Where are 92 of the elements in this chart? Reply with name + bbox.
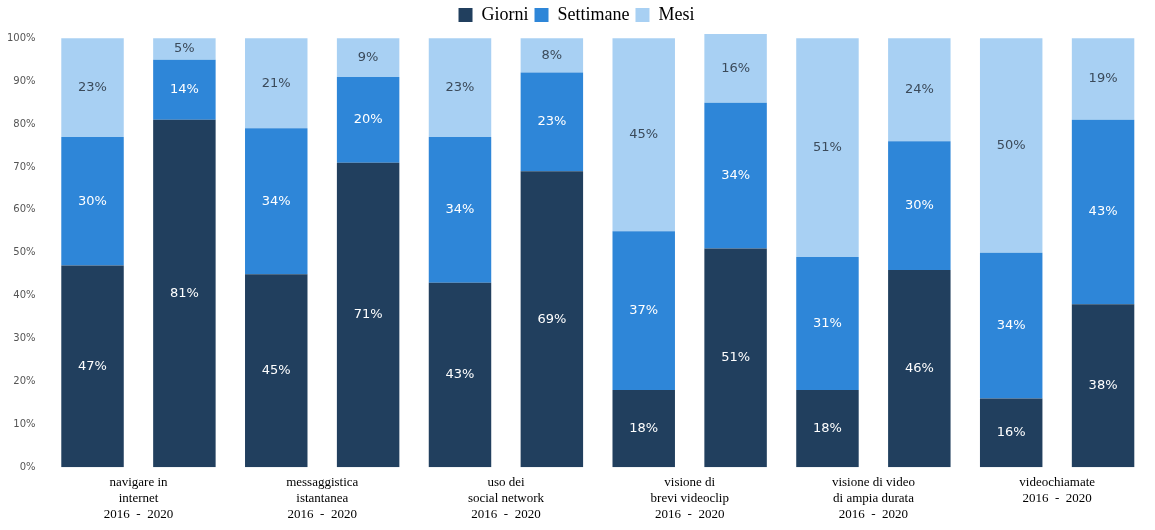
- data-label: 16%: [721, 59, 751, 75]
- bar: [979, 398, 1043, 468]
- bar: [245, 274, 308, 468]
- bar: [336, 76, 400, 163]
- data-label: 46%: [904, 359, 934, 375]
- data-label: 23%: [537, 113, 567, 129]
- data-label: 14%: [169, 81, 199, 97]
- data-label: 47%: [78, 357, 107, 373]
- data-label: 34%: [261, 192, 291, 208]
- data-label: 43%: [445, 366, 475, 382]
- data-label: 19%: [1088, 70, 1118, 86]
- data-label: 16%: [996, 424, 1026, 440]
- bar: [61, 38, 124, 137]
- y-tick-label: 40%: [13, 289, 36, 301]
- data-label: 69%: [537, 310, 567, 326]
- bar: [1071, 38, 1135, 120]
- bar: [520, 171, 584, 468]
- data-label: 20%: [353, 111, 383, 127]
- bar: [1071, 304, 1135, 468]
- data-label: 37%: [629, 302, 659, 318]
- bar: [979, 38, 1043, 253]
- data-label: 43%: [1088, 203, 1118, 219]
- y-tick-label: 20%: [13, 375, 36, 387]
- data-label: 21%: [261, 74, 291, 90]
- data-label: 51%: [721, 349, 751, 365]
- legend-label: Giorni: [481, 3, 529, 24]
- data-label: 8%: [541, 46, 563, 62]
- bar: [612, 231, 675, 390]
- x-tick-label: visione di brevi videoclip 2016 - 2020: [650, 474, 729, 521]
- bar: [612, 390, 675, 468]
- data-label: 9%: [357, 48, 379, 64]
- bar: [520, 38, 584, 73]
- y-tick-label: 90%: [13, 74, 36, 86]
- y-tick-label: 0%: [19, 460, 36, 472]
- bar: [888, 141, 951, 270]
- bar: [153, 59, 216, 120]
- bar: [1071, 119, 1135, 305]
- y-tick-label: 30%: [13, 332, 36, 344]
- data-label: 18%: [629, 419, 659, 435]
- data-label: 23%: [445, 78, 475, 94]
- y-tick-label: 100%: [7, 31, 36, 43]
- data-label: 5%: [174, 40, 195, 56]
- data-label: 81%: [169, 284, 199, 300]
- bar: [153, 119, 216, 468]
- data-label: 18%: [813, 419, 842, 435]
- data-label: 23%: [78, 78, 107, 94]
- data-label: 34%: [996, 317, 1026, 333]
- x-tick-label: navigare in internet 2016 - 2020: [103, 474, 174, 521]
- bar: [61, 265, 124, 468]
- legend-label: Settimane: [557, 3, 630, 24]
- x-tick-label: uso dei social network 2016 - 2020: [467, 474, 545, 521]
- bar: [612, 38, 675, 232]
- bar: [245, 38, 308, 129]
- y-tick-label: 10%: [13, 417, 36, 429]
- data-label: 50%: [996, 136, 1026, 152]
- bar: [520, 72, 584, 172]
- bar: [336, 162, 400, 468]
- bar: [153, 38, 216, 60]
- data-label: 30%: [78, 192, 107, 208]
- bar: [796, 390, 859, 468]
- bar: [245, 128, 308, 275]
- y-tick-label: 80%: [13, 117, 36, 129]
- bar: [796, 257, 859, 390]
- data-label: 45%: [629, 126, 659, 142]
- x-tick-label: visione di video di ampia durata 2016 - 2020: [831, 474, 915, 521]
- data-label: 51%: [813, 139, 842, 155]
- data-label: 71%: [353, 306, 383, 322]
- bar: [428, 38, 492, 137]
- data-label: 30%: [904, 196, 934, 212]
- bar: [704, 102, 767, 249]
- x-tick-label: videochiamate 2016 - 2020: [1019, 474, 1096, 506]
- bar: [796, 38, 859, 258]
- bar: [704, 248, 767, 468]
- data-label: 34%: [721, 166, 751, 182]
- y-tick-label: 70%: [13, 160, 36, 172]
- bar: [888, 269, 951, 468]
- x-tick-label: messaggistica istantanea 2016 - 2020: [286, 474, 359, 521]
- bar: [61, 136, 124, 266]
- bar: [428, 136, 492, 283]
- legend-label: Mesi: [658, 3, 695, 24]
- data-label: 45%: [261, 362, 291, 378]
- y-tick-label: 60%: [13, 203, 36, 215]
- y-tick-label: 50%: [13, 246, 36, 258]
- bar: [888, 38, 951, 142]
- data-label: 34%: [445, 201, 475, 217]
- bar: [428, 282, 492, 468]
- data-label: 24%: [904, 81, 934, 97]
- bar: [704, 34, 767, 103]
- bar: [979, 252, 1043, 399]
- data-label: 38%: [1088, 377, 1118, 393]
- bar: [336, 38, 400, 77]
- data-label: 31%: [813, 314, 842, 330]
